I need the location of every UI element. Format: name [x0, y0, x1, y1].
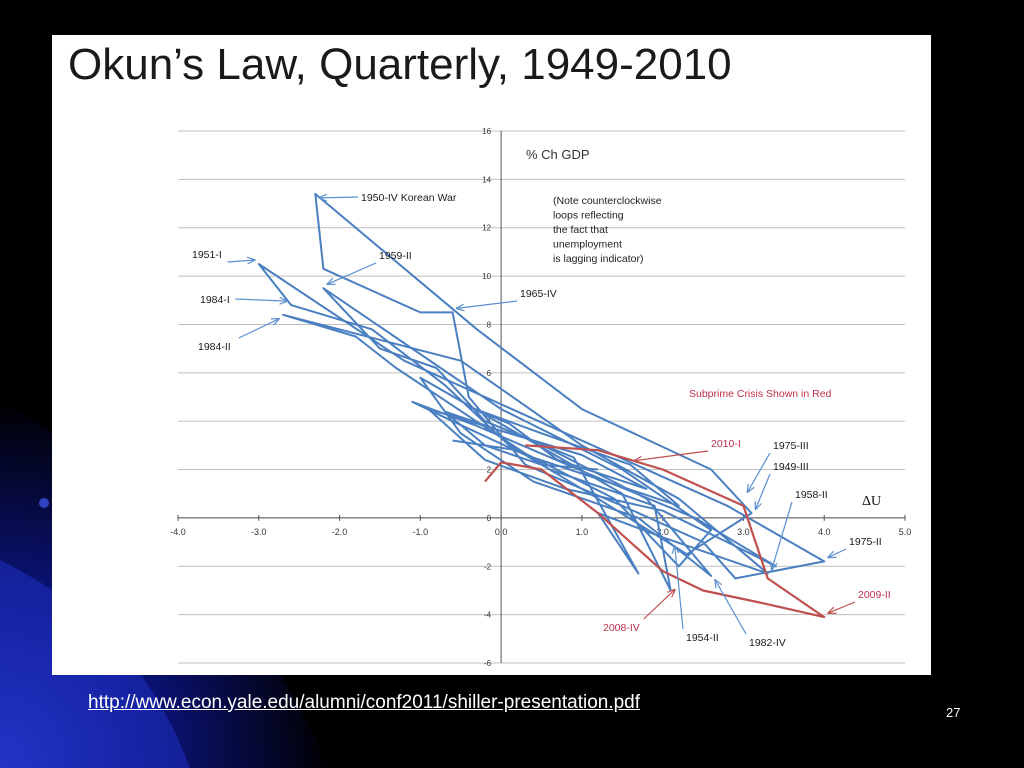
x-tick-label: 3.0 — [737, 527, 750, 537]
annotation-label: 1950-IV Korean War — [361, 192, 457, 204]
annotation-arrow — [327, 262, 377, 284]
annotation-label: 2008-IV — [603, 622, 640, 634]
x-tick-label: -4.0 — [170, 527, 186, 537]
x-tick-label: -1.0 — [413, 527, 429, 537]
page-number: 27 — [946, 705, 961, 720]
annotation-label: 1954-II — [686, 632, 719, 644]
annotation-label: 1984-I — [200, 294, 230, 306]
annotation-arrow — [238, 319, 279, 339]
annotation-label: 1982-IV — [749, 637, 786, 649]
series-line-main — [257, 192, 826, 592]
annotation-arrow — [747, 452, 771, 492]
x-tick-label: 2.0 — [656, 527, 669, 537]
annotation-label: 1984-II — [198, 341, 231, 353]
annotation-arrow — [457, 300, 518, 308]
y-tick-label: 8 — [487, 320, 492, 329]
annotation-arrow — [828, 548, 847, 557]
y-tick-label: -2 — [484, 562, 492, 571]
note-line: loops reflecting — [553, 210, 624, 222]
annotation-label: 1975-II — [849, 536, 882, 548]
y-tick-label: 6 — [487, 369, 492, 378]
annotation-arrow — [319, 197, 359, 198]
okun-chart: -6-4-20246810121416-4.0-3.0-2.0-1.00.01.… — [170, 127, 912, 668]
x-tick-label: 0.0 — [495, 527, 508, 537]
source-link[interactable]: http://www.econ.yale.edu/alumni/conf2011… — [88, 692, 641, 713]
annotation-arrow — [675, 546, 684, 630]
annotation-label: 1965-IV — [520, 288, 557, 300]
y-tick-label: 16 — [482, 127, 491, 136]
y-tick-label: 14 — [482, 175, 491, 184]
y-tick-label: 10 — [482, 272, 491, 281]
x-tick-label: -2.0 — [332, 527, 348, 537]
y-tick-label: 2 — [487, 466, 492, 475]
series-line-subprime — [484, 444, 826, 619]
x-tick-label: 5.0 — [899, 527, 912, 537]
subprime-label: Subprime Crisis Shown in Red — [689, 388, 832, 400]
slide-title: Okun’s Law, Quarterly, 1949-2010 — [68, 40, 732, 89]
annotation-arrow — [634, 450, 709, 461]
annotation-arrow — [756, 473, 771, 509]
x-tick-label: 1.0 — [576, 527, 589, 537]
y-tick-label: 12 — [482, 224, 491, 233]
x-tick-label: 4.0 — [818, 527, 831, 537]
annotation-arrow — [828, 601, 856, 613]
x-axis-label: ΔU — [862, 494, 881, 509]
annotation-label: 1958-II — [795, 489, 828, 501]
note-line: unemployment — [553, 239, 622, 251]
annotation-arrow — [235, 299, 287, 301]
annotation-arrow — [772, 501, 793, 570]
annotation-arrow — [715, 580, 747, 635]
annotation-label: 2010-I — [711, 438, 741, 450]
note-line: the fact that — [553, 224, 608, 236]
y-tick-label: -4 — [484, 611, 492, 620]
x-tick-label: -3.0 — [251, 527, 267, 537]
annotation-arrow — [643, 590, 675, 620]
annotation-label: 1959-II — [379, 250, 412, 262]
annotation-label: 1975-III — [773, 440, 809, 452]
annotation-arrow — [227, 260, 254, 262]
annotation-label: 2009-II — [858, 589, 891, 601]
annotation-label: 1949-III — [773, 461, 809, 473]
annotation-label: 1951-I — [192, 249, 222, 261]
note-line: is lagging indicator) — [553, 253, 643, 265]
y-axis-label: % Ch GDP — [526, 147, 590, 162]
y-tick-label: -6 — [484, 659, 492, 668]
note-line: (Note counterclockwise — [553, 195, 662, 207]
